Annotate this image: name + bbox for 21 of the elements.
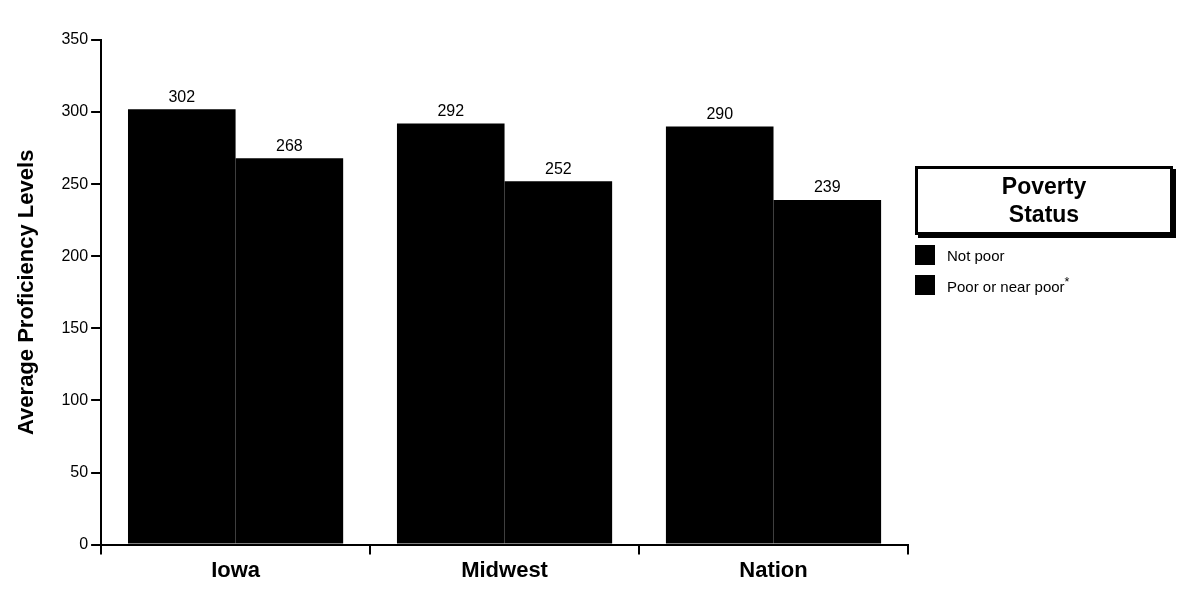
y-tick-label: 50 bbox=[70, 462, 89, 480]
legend-label: Poor or near poor$^{*}$ bbox=[947, 275, 1070, 296]
x-tick-label: Nation bbox=[739, 556, 808, 582]
data-label: 239 bbox=[813, 178, 841, 196]
data-label: 252 bbox=[544, 159, 572, 177]
legend-title: Poverty Status bbox=[915, 166, 1173, 236]
legend-label: Not poor bbox=[947, 246, 1005, 264]
y-tick-label: 300 bbox=[61, 102, 89, 120]
data-label: 302 bbox=[168, 87, 196, 105]
data-label: 290 bbox=[706, 104, 734, 122]
y-tick-label: 350 bbox=[61, 30, 89, 48]
y-tick-label: 0 bbox=[79, 535, 89, 553]
x-tick-label: Midwest bbox=[461, 556, 549, 582]
y-tick-label: 200 bbox=[61, 246, 89, 264]
data-label: 292 bbox=[437, 102, 465, 120]
x-tick-label: Iowa bbox=[211, 556, 261, 582]
y-axis-title: Average Proficiency Levels bbox=[13, 149, 39, 435]
data-label: 268 bbox=[276, 136, 303, 154]
y-tick-label: 250 bbox=[61, 174, 89, 192]
y-tick-label: 100 bbox=[61, 390, 89, 408]
y-tick-label: 150 bbox=[61, 318, 89, 336]
